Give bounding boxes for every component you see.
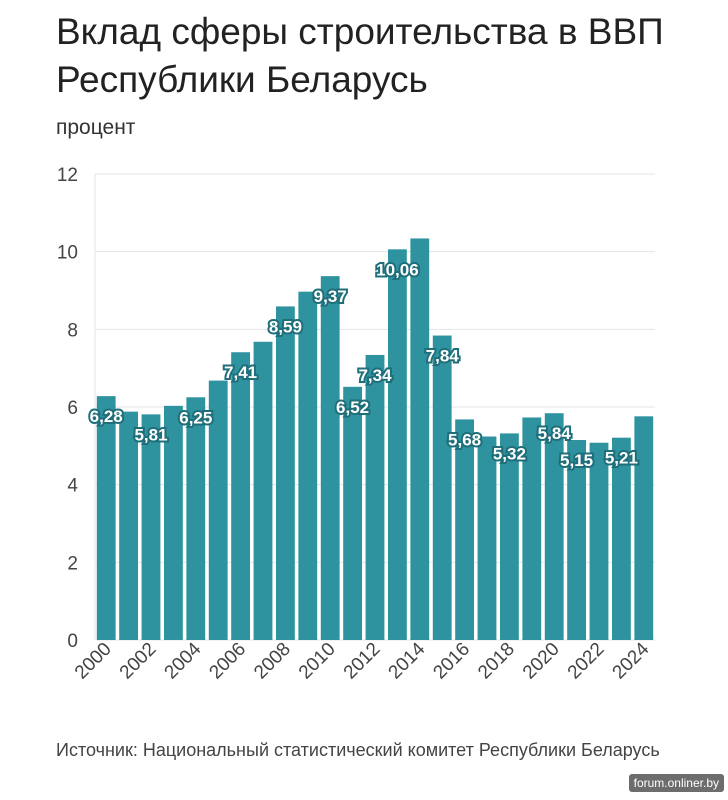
bar-2024 [634, 416, 654, 640]
bar-2009 [298, 291, 318, 640]
data-label: 6,52 [336, 398, 369, 417]
data-label: 7,34 [358, 366, 392, 385]
data-label: 5,15 [560, 451, 593, 470]
y-tick-label: 2 [67, 553, 78, 574]
bar-2021 [567, 440, 587, 640]
data-label: 5,68 [448, 430, 481, 449]
data-label: 7,41 [224, 363, 257, 382]
bar-2010 [320, 276, 340, 640]
data-label: 5,81 [134, 425, 167, 444]
y-tick-label: 10 [57, 243, 78, 264]
source-note: Источник: Национальный статистический ко… [56, 740, 660, 760]
data-label: 6,25 [179, 408, 212, 427]
data-label: 10,06 [376, 260, 419, 279]
x-tick-label: 2016 [429, 639, 474, 684]
data-label: 9,37 [314, 287, 347, 306]
y-tick-label: 0 [67, 631, 78, 652]
data-label: 5,84 [538, 424, 572, 443]
x-tick-label: 2002 [116, 639, 161, 684]
x-tick-label: 2008 [250, 639, 295, 684]
bar-2004 [186, 397, 206, 640]
bar-2006 [231, 352, 251, 640]
x-tick-label: 2024 [609, 638, 654, 683]
bar-2022 [589, 442, 609, 640]
x-tick-label: 2018 [474, 639, 519, 684]
bar-2018 [499, 433, 519, 640]
bar-2019 [522, 417, 542, 640]
data-label: 6,28 [90, 407, 123, 426]
bar-2002 [141, 414, 161, 640]
bar-2013 [387, 249, 407, 640]
bar-2020 [544, 413, 564, 640]
bar-2007 [253, 341, 273, 640]
y-tick-label: 12 [57, 165, 78, 186]
y-tick-label: 8 [67, 320, 78, 341]
bar-2017 [477, 436, 497, 640]
bar-2012 [365, 354, 385, 640]
bar-2001 [119, 411, 139, 640]
bar-2005 [208, 380, 228, 640]
data-label: 7,84 [426, 347, 460, 366]
x-tick-label: 2010 [295, 639, 340, 684]
x-tick-label: 2022 [564, 639, 609, 684]
data-label: 8,59 [269, 317, 302, 336]
bar-2003 [163, 405, 183, 640]
y-tick-label: 6 [67, 398, 78, 419]
bar-chart: 0 2 4 6 8 10 12 6,28 5,81 6,25 7,41 8,59 9,37 6,52 7,3… [57, 165, 655, 684]
x-tick-label: 2014 [385, 638, 430, 683]
bar-2023 [611, 437, 631, 640]
data-label: 5,32 [493, 444, 526, 463]
bar-2008 [275, 306, 295, 640]
x-tick-label: 2012 [340, 639, 385, 684]
data-label: 5,21 [605, 449, 638, 468]
watermark: forum.onliner.by [628, 774, 724, 792]
bar-2011 [343, 386, 363, 640]
y-axis-unit: процент [56, 116, 136, 139]
bar-2014 [410, 238, 430, 641]
bar-2016 [455, 419, 475, 640]
x-tick-label: 2006 [205, 639, 250, 684]
bar-2015 [432, 335, 452, 640]
x-tick-label: 2020 [519, 639, 564, 684]
bar-2000 [96, 396, 116, 640]
x-tick-label: 2004 [161, 638, 206, 683]
chart-title: Вклад сферы строительства в ВВП Республи… [56, 11, 664, 100]
y-tick-label: 4 [67, 476, 78, 497]
